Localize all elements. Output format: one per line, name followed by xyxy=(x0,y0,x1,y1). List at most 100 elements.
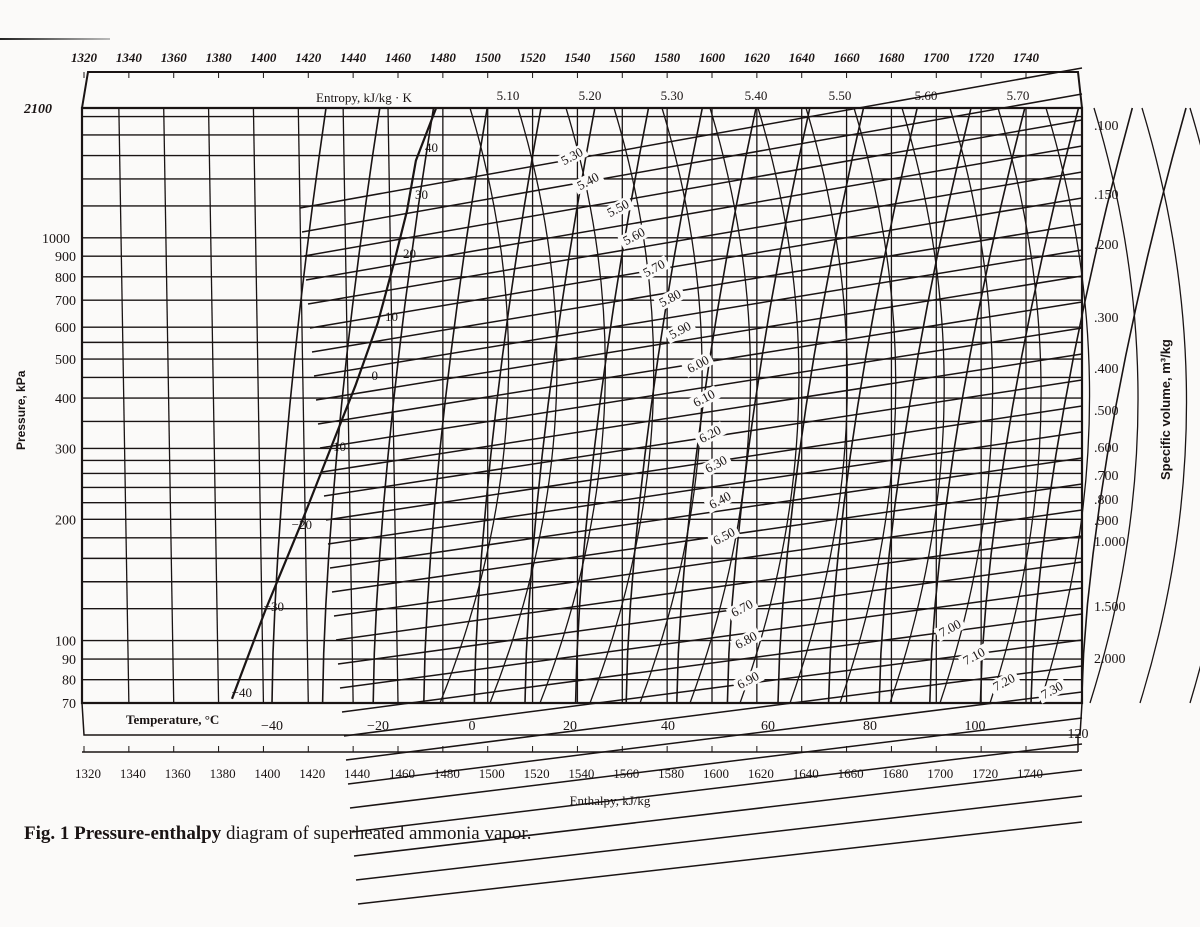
specific-volume-label: 1.500 xyxy=(1094,600,1126,615)
bottom-enthalpy-tick-label: 1340 xyxy=(120,766,146,781)
specific-volume-line xyxy=(337,561,1083,665)
specific-volume-label: .700 xyxy=(1094,469,1119,484)
isentrope-line xyxy=(1139,107,1188,704)
entropy-tick-label: 5.60 xyxy=(915,88,938,103)
top-enthalpy-tick-label: 1360 xyxy=(161,50,188,65)
chart-curves xyxy=(230,67,1200,905)
entropy-tick-label: 5.40 xyxy=(745,88,768,103)
temperature-tick-label: 100 xyxy=(965,719,986,734)
entropy-tick-label: 5.10 xyxy=(497,88,520,103)
top-enthalpy-tick-label: 1660 xyxy=(834,50,861,65)
isotherm-line xyxy=(625,107,704,704)
saturation-temperature-label: 0 xyxy=(372,368,379,383)
isotherm-line xyxy=(827,107,918,704)
isentrope-line xyxy=(739,107,800,704)
saturation-temperature-label: −30 xyxy=(264,599,284,614)
top-enthalpy-tick-label: 1620 xyxy=(744,50,771,65)
top-enthalpy-tick-label: 1440 xyxy=(340,50,367,65)
specific-volume-label: .900 xyxy=(1094,514,1119,529)
bottom-enthalpy-tick-label: 1520 xyxy=(524,766,550,781)
specific-volume-label: .800 xyxy=(1094,493,1119,508)
top-enthalpy-tick-label: 1640 xyxy=(789,50,816,65)
isentrope-line xyxy=(889,107,945,704)
specific-volume-label: 2.000 xyxy=(1094,652,1126,667)
bottom-enthalpy-tick-label: 1700 xyxy=(927,766,953,781)
specific-volume-line xyxy=(333,509,1083,617)
chart-labels: 1320 1320 1340 1340 1360 1360 1380 1380 1400 1400… xyxy=(23,50,1126,781)
bottom-enthalpy-tick-label: 1580 xyxy=(658,766,684,781)
entropy-axis-title: Entropy, kJ/kg · K xyxy=(316,90,413,105)
specific-volume-line xyxy=(331,483,1083,593)
isotherm-line xyxy=(423,107,488,704)
temperature-tick-label: −20 xyxy=(367,719,389,734)
bottom-enthalpy-tick-label: 1560 xyxy=(613,766,639,781)
saturation-temperature-label: 30 xyxy=(415,187,428,202)
pressure-tick-label: 600 xyxy=(55,321,76,336)
top-enthalpy-tick-label: 1720 xyxy=(968,50,995,65)
specific-volume-line xyxy=(301,93,1083,233)
specific-volume-line xyxy=(339,587,1083,689)
specific-volume-line xyxy=(305,145,1083,281)
isotherm-line xyxy=(1080,107,1187,704)
bottom-enthalpy-tick-label: 1400 xyxy=(254,766,280,781)
temperature-tick-label: 0 xyxy=(469,719,476,734)
specific-volume-line xyxy=(319,327,1083,449)
top-enthalpy-tick-label: 1500 xyxy=(475,50,502,65)
isotherm-line xyxy=(372,107,435,704)
specific-volume-label: .300 xyxy=(1094,311,1119,326)
isentrope-line xyxy=(989,107,1042,704)
bottom-enthalpy-tick-label: 1420 xyxy=(299,766,325,781)
isentrope-line xyxy=(1089,107,1139,704)
specific-volume-line xyxy=(303,119,1083,257)
x-axis-title: Enthalpy, kJ/kg xyxy=(570,793,651,808)
temperature-tick-label: 60 xyxy=(761,719,775,734)
isotherm-line xyxy=(1030,107,1134,704)
specific-volume-line xyxy=(327,431,1083,545)
pressure-tick-label: 90 xyxy=(62,653,76,668)
chart-grid xyxy=(82,107,1082,704)
isentrope-line xyxy=(839,107,897,704)
specific-volume-line xyxy=(335,535,1083,641)
figure-number: Fig. 1 xyxy=(24,823,70,844)
bottom-enthalpy-tick-label: 1440 xyxy=(344,766,370,781)
top-enthalpy-tick-label: 1600 xyxy=(699,50,726,65)
pressure-tick-label: 900 xyxy=(55,250,76,265)
specific-volume-line xyxy=(315,275,1083,401)
isotherm-line xyxy=(878,107,972,704)
top-enthalpy-tick-label: 1680 xyxy=(878,50,905,65)
caption-text: diagram of superheated ammonia vapor. xyxy=(221,823,532,844)
specific-volume-label: .150 xyxy=(1094,188,1119,203)
isotherm-line xyxy=(929,107,1026,704)
pressure-tick-label: 80 xyxy=(62,674,76,689)
temperature-tick-label: 20 xyxy=(563,719,577,734)
pressure-tick-label: 70 xyxy=(62,697,76,712)
specific-volume-line xyxy=(329,457,1083,569)
top-enthalpy-tick-label: 1520 xyxy=(520,50,547,65)
specific-volume-line xyxy=(351,743,1083,833)
bottom-enthalpy-tick-label: 1600 xyxy=(703,766,729,781)
isotherm-line xyxy=(271,107,327,704)
top-enthalpy-tick-label: 1700 xyxy=(923,50,950,65)
specific-volume-line xyxy=(347,691,1083,785)
bottom-enthalpy-tick-label: 1540 xyxy=(568,766,594,781)
pressure-tick-label: 500 xyxy=(55,353,76,368)
bottom-enthalpy-tick-label: 1360 xyxy=(165,766,191,781)
y-axis-title: Pressure, kPa xyxy=(14,370,28,450)
specific-volume-line xyxy=(311,223,1083,353)
pressure-tick-label: 300 xyxy=(55,442,76,457)
specific-volume-line xyxy=(309,197,1083,329)
specific-volume-line xyxy=(321,353,1083,473)
isentrope-line xyxy=(1189,107,1200,704)
saturation-temperature-label: 40 xyxy=(425,140,438,155)
pressure-tick-label: 200 xyxy=(55,513,76,528)
entropy-tick-label: 5.70 xyxy=(1007,88,1030,103)
entropy-tick-label: 5.20 xyxy=(579,88,602,103)
saturation-temperature-label: 20 xyxy=(403,246,416,261)
specific-volume-label: .600 xyxy=(1094,441,1119,456)
specific-volume-label: .400 xyxy=(1094,362,1119,377)
specific-volume-label: .100 xyxy=(1094,119,1119,134)
top-enthalpy-tick-label: 1480 xyxy=(430,50,457,65)
specific-volume-label: 1.000 xyxy=(1094,535,1126,550)
specific-volume-label: .200 xyxy=(1094,238,1119,253)
